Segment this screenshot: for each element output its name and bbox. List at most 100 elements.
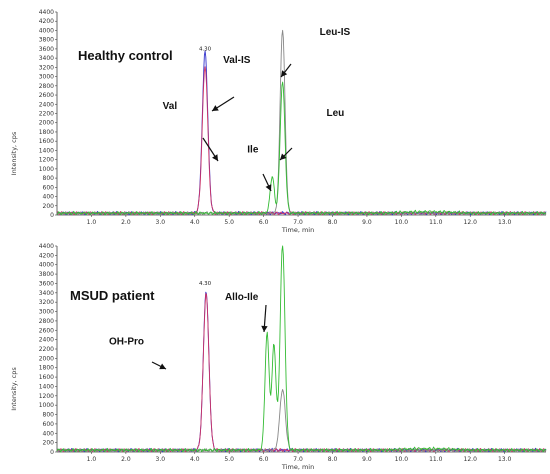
x-tick-label: 12.0 <box>464 219 478 226</box>
y-tick-label: 2600 <box>39 327 54 334</box>
series-trace-4 <box>56 81 547 216</box>
x-tick-label: 4.0 <box>190 456 200 463</box>
peak-value-label: 4.30 <box>199 47 212 53</box>
peak-annotation: Val <box>163 101 178 112</box>
x-tick-label: 11.0 <box>429 219 443 226</box>
y-tick-label: 1000 <box>39 402 54 409</box>
y-tick-label: 4200 <box>39 18 54 25</box>
y-tick-label: 200 <box>43 440 55 447</box>
y-tick-label: 3200 <box>39 299 54 306</box>
y-tick-label: 3000 <box>39 74 54 81</box>
y-tick-label: 3600 <box>39 280 54 287</box>
x-tick-label: 5.0 <box>224 456 234 463</box>
chart-panel-1: 0 200 400 600 800 1000 1200 1400 1600 1800 2000 220… <box>10 9 547 234</box>
x-axis-title: Time, min <box>281 226 314 234</box>
chart-panel-2: 0 200 400 600 800 1000 1200 1400 1600 1800 2000 220… <box>10 243 547 471</box>
y-tick-label: 1000 <box>39 166 54 173</box>
annotation-arrow-head <box>261 325 268 332</box>
x-tick-label: 4.0 <box>190 219 200 226</box>
y-tick-label: 3200 <box>39 64 54 71</box>
y-tick-label: 1600 <box>39 138 54 145</box>
annotation-arrow-head <box>212 105 219 111</box>
x-tick-label: 3.0 <box>156 219 166 226</box>
y-tick-label: 2200 <box>39 346 54 353</box>
y-axis-title: Intensity, cps <box>10 131 18 175</box>
y-tick-label: 4000 <box>39 27 54 34</box>
x-tick-label: 6.0 <box>259 219 269 226</box>
y-tick-label: 3000 <box>39 309 54 316</box>
y-tick-label: 3800 <box>39 37 54 44</box>
y-tick-label: 1800 <box>39 129 54 136</box>
y-tick-label: 2000 <box>39 120 54 127</box>
x-tick-label: 7.0 <box>293 219 303 226</box>
series-trace-1 <box>56 291 547 453</box>
y-tick-label: 1400 <box>39 147 54 154</box>
peak-annotation: OH-Pro <box>109 336 144 347</box>
annotation-arrow-head <box>159 363 166 370</box>
x-tick-label: 7.0 <box>293 456 303 463</box>
annotation-arrow-head <box>280 153 287 160</box>
x-tick-label: 12.0 <box>464 456 478 463</box>
y-tick-label: 3400 <box>39 55 54 62</box>
x-tick-label: 13.0 <box>498 456 512 463</box>
peak-annotation: Val-IS <box>223 55 251 66</box>
series-trace-2 <box>56 293 547 453</box>
panel-title: MSUD patient <box>70 288 155 303</box>
x-tick-label: 2.0 <box>121 219 131 226</box>
peak-value-label: 4.30 <box>199 281 212 287</box>
y-tick-label: 2800 <box>39 83 54 90</box>
y-tick-label: 4200 <box>39 252 54 259</box>
y-tick-label: 2400 <box>39 101 54 108</box>
y-tick-label: 800 <box>43 175 55 182</box>
y-tick-label: 600 <box>43 421 55 428</box>
x-tick-label: 9.0 <box>362 219 372 226</box>
x-tick-label: 13.0 <box>498 219 512 226</box>
series-trace-4 <box>56 245 547 453</box>
annotation-arrow-head <box>265 184 272 191</box>
series-trace-3 <box>56 389 547 453</box>
y-tick-label: 1200 <box>39 393 54 400</box>
x-tick-label: 6.0 <box>259 456 269 463</box>
x-tick-label: 8.0 <box>328 456 338 463</box>
x-axis-title: Time, min <box>281 463 314 471</box>
y-tick-label: 0 <box>50 212 54 219</box>
series-trace-2 <box>56 66 547 216</box>
x-tick-label: 11.0 <box>429 456 443 463</box>
y-axis-title: Intensity, cps <box>10 367 18 411</box>
y-tick-label: 1200 <box>39 157 54 164</box>
y-tick-label: 1800 <box>39 365 54 372</box>
x-tick-label: 1.0 <box>87 456 97 463</box>
series-trace-1 <box>56 50 547 216</box>
peak-annotation: Leu-IS <box>320 27 351 38</box>
x-tick-label: 1.0 <box>87 219 97 226</box>
y-tick-label: 1600 <box>39 374 54 381</box>
x-tick-label: 10.0 <box>395 219 409 226</box>
peak-annotation: Allo-Ile <box>225 292 259 303</box>
x-tick-label: 10.0 <box>395 456 409 463</box>
y-tick-label: 600 <box>43 184 55 191</box>
y-tick-label: 1400 <box>39 383 54 390</box>
x-tick-label: 3.0 <box>156 456 166 463</box>
x-tick-label: 8.0 <box>328 219 338 226</box>
y-tick-label: 2600 <box>39 92 54 99</box>
y-tick-label: 2200 <box>39 111 54 118</box>
panel-title: Healthy control <box>78 48 173 63</box>
annotation-arrow-head <box>212 154 218 161</box>
x-tick-label: 5.0 <box>224 219 234 226</box>
y-tick-label: 2800 <box>39 318 54 325</box>
y-tick-label: 3400 <box>39 290 54 297</box>
y-tick-label: 800 <box>43 412 55 419</box>
y-tick-label: 4000 <box>39 262 54 269</box>
y-tick-label: 2000 <box>39 355 54 362</box>
y-tick-label: 3800 <box>39 271 54 278</box>
y-tick-label: 2400 <box>39 337 54 344</box>
annotation-arrow-head <box>281 70 288 77</box>
peak-annotation: Ile <box>247 145 259 156</box>
y-tick-label: 400 <box>43 194 55 201</box>
x-tick-label: 2.0 <box>121 456 131 463</box>
y-tick-label: 4400 <box>39 243 54 250</box>
x-tick-label: 9.0 <box>362 456 372 463</box>
y-tick-label: 0 <box>50 449 54 456</box>
